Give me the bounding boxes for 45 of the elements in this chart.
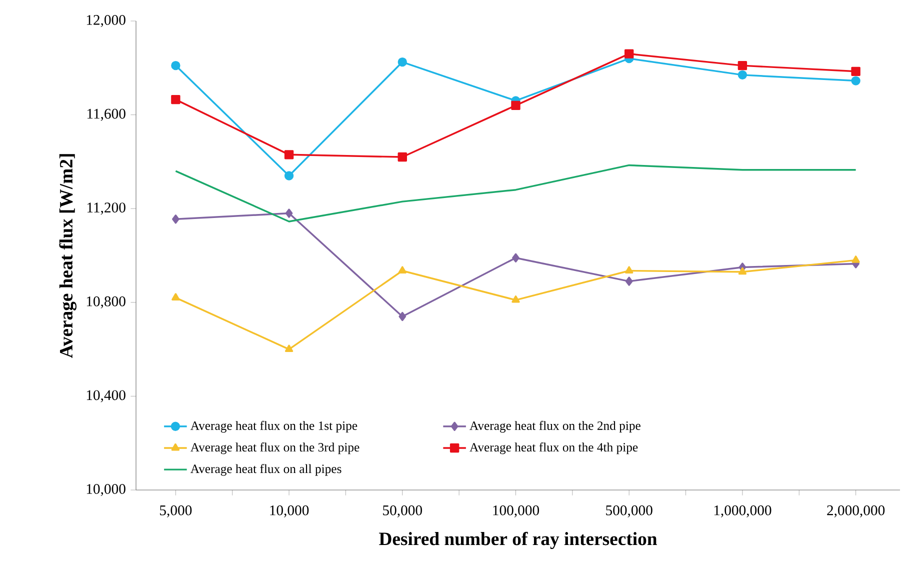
legend-label: Average heat flux on all pipes [190,464,342,476]
x-tick-label: 100,000 [493,505,540,518]
x-tick-label: 500,000 [606,505,652,518]
point [172,214,180,224]
point [511,100,520,110]
x-tick-label: 10,000 [270,505,309,518]
point [398,312,406,322]
point [171,60,180,70]
y-tick-label: 10,800 [86,296,126,308]
point [285,208,293,218]
line-series [174,164,857,222]
y-tick-label: 11,600 [87,108,126,121]
point [851,66,860,76]
y-tick-label: 10,000 [86,484,126,496]
point [738,60,748,70]
legend-label: Average heat flux on the 3rd pipe [190,442,360,454]
point [738,267,747,275]
point [398,152,407,162]
point [172,293,180,300]
x-tick-label: 2,000,000 [827,505,885,518]
point [512,253,520,262]
point [398,266,406,274]
legend-label: Average heat flux on the 4th pipe [470,442,638,454]
y-tick-label: 12,000 [86,15,126,28]
y-tick-label: 11,200 [87,202,126,215]
point [284,171,294,180]
x-tick-label: 50,000 [383,505,422,518]
point [625,276,633,286]
point [284,344,294,352]
point [852,256,860,263]
point [624,49,634,58]
point [512,295,520,303]
x-axis-title: Desired number of ray intersection [379,532,658,550]
point [851,76,860,86]
x-tick-label: 1,000,000 [714,505,772,518]
point [284,150,294,160]
y-tick-label: 10,400 [86,390,126,402]
x-tick-label: 5,000 [160,505,192,518]
point [398,57,407,67]
y-axis-title: Average heat flux [W/m2] [59,154,76,358]
legend-label: Average heat flux on the 2nd pipe [470,420,640,433]
point [171,94,180,104]
point [738,70,748,80]
point [624,266,634,274]
legend-label: Average heat flux on the 1st pipe [190,420,358,433]
